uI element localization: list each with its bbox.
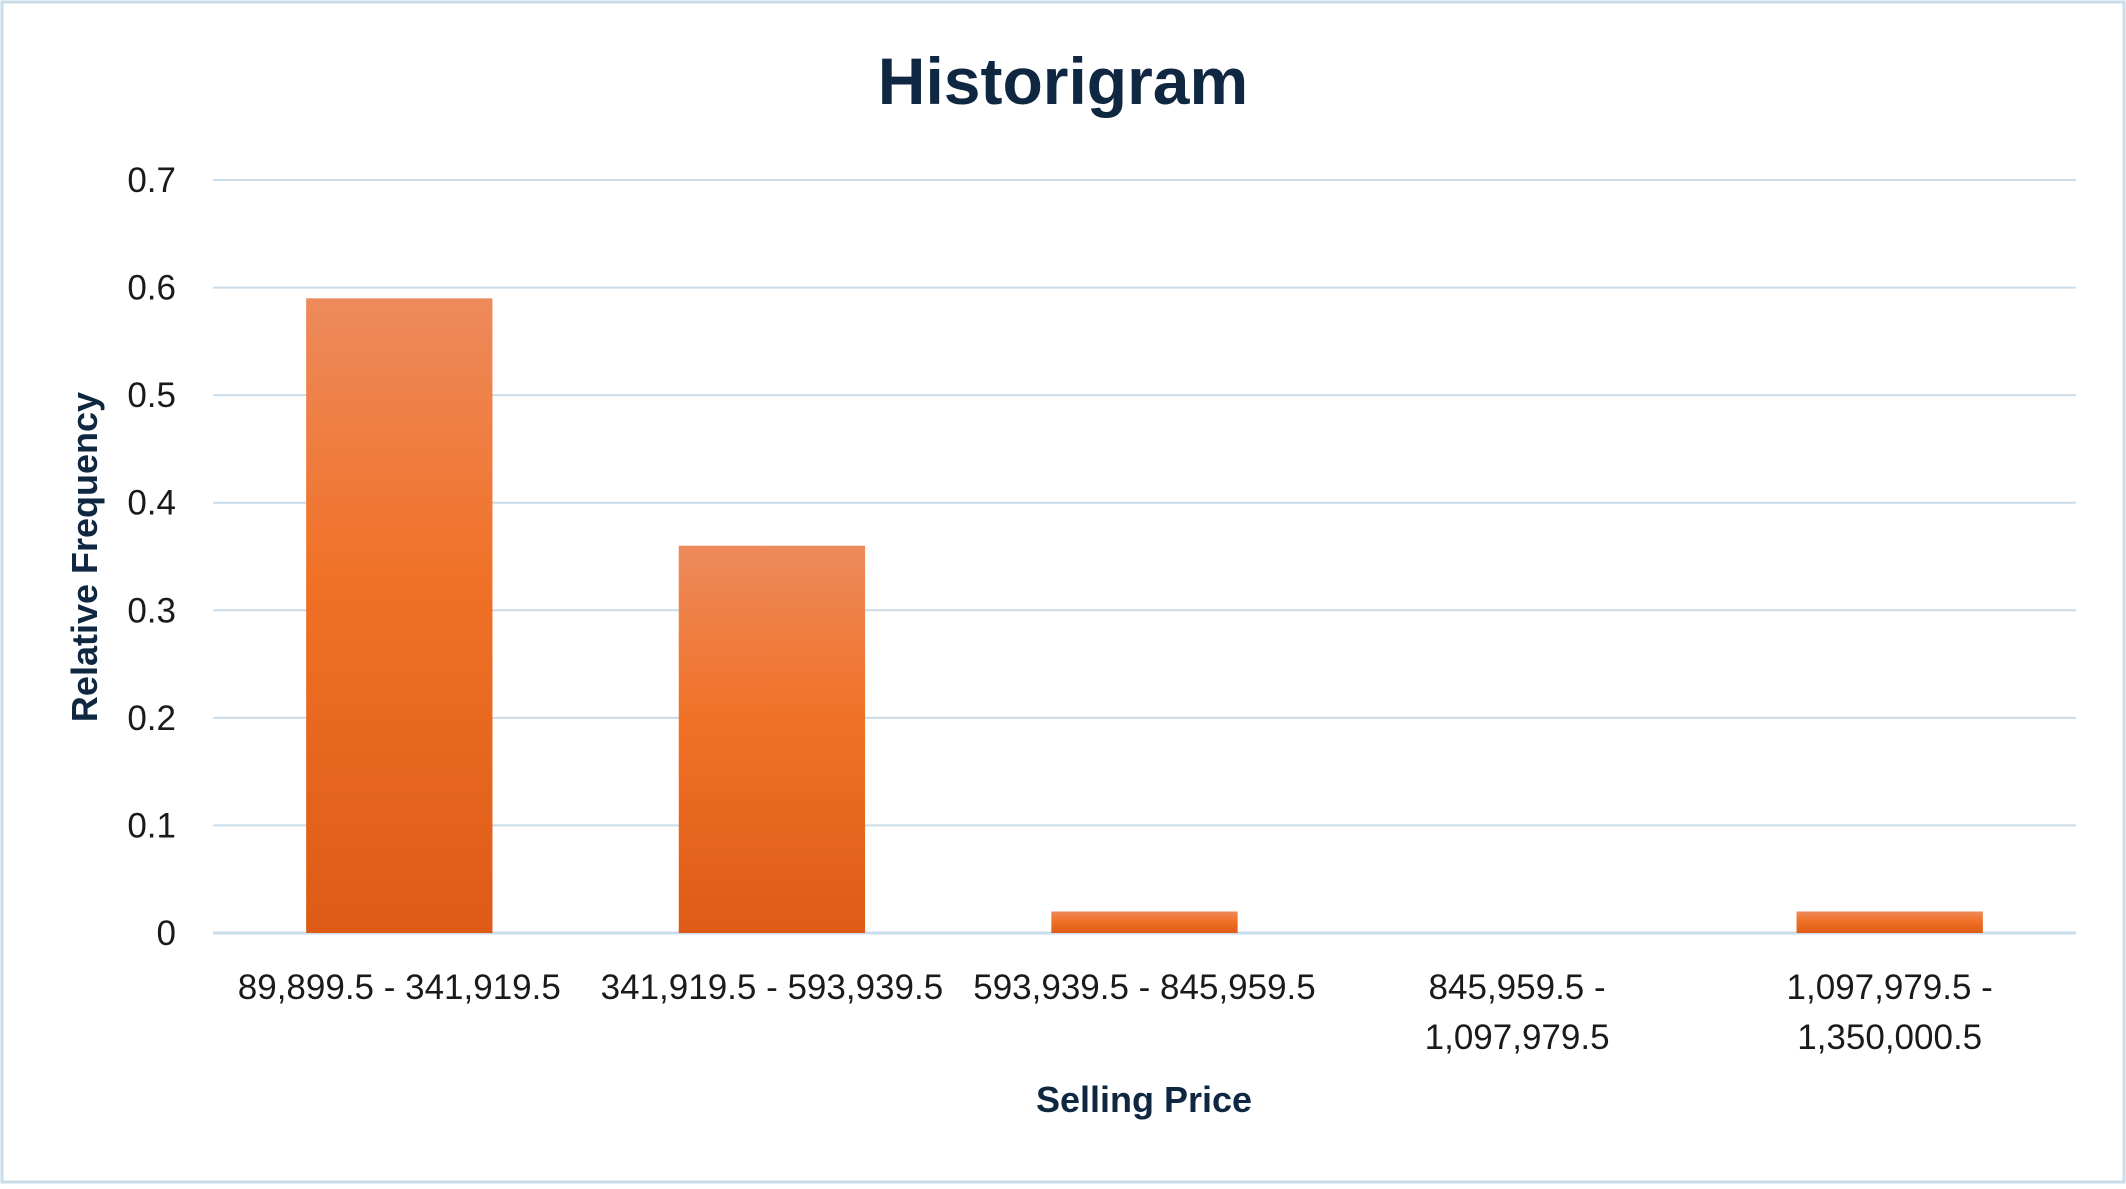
bar [678, 545, 866, 933]
x-category-label: 845,959.5 - [1429, 968, 1606, 1007]
chart-title: Historigram [878, 44, 1248, 118]
y-tick-label: 0.4 [127, 484, 176, 523]
y-tick-label: 0.3 [127, 591, 176, 630]
y-tick-label: 0.7 [127, 161, 176, 200]
bar [1051, 911, 1238, 933]
y-axis-ticks: 0 0.1 0.2 0.3 0.4 0.5 0.6 0.7 [127, 161, 176, 953]
x-category-label: 593,939.5 - 845,959.5 [973, 968, 1316, 1007]
y-tick-label: 0.5 [127, 376, 176, 415]
x-category-label: 1,350,000.5 [1797, 1018, 1982, 1057]
x-category-label: 1,097,979.5 - [1787, 968, 1993, 1007]
bar [306, 298, 493, 933]
y-axis-title: Relative Frequency [64, 392, 105, 722]
x-category-label: 89,899.5 - 341,919.5 [238, 968, 561, 1007]
bar [1796, 911, 1983, 933]
x-category-label: 1,097,979.5 [1425, 1018, 1610, 1057]
x-axis-title: Selling Price [1036, 1079, 1252, 1120]
x-category-label: 341,919.5 - 593,939.5 [601, 968, 944, 1007]
y-tick-label: 0.2 [127, 699, 176, 738]
x-axis-categories: 89,899.5 - 341,919.5 341,919.5 - 593,939.… [238, 968, 1993, 1057]
y-tick-label: 0 [157, 914, 176, 953]
y-tick-label: 0.6 [127, 269, 176, 308]
y-tick-label: 0.1 [127, 806, 176, 845]
gridlines [213, 179, 2076, 935]
bars [306, 298, 1983, 933]
